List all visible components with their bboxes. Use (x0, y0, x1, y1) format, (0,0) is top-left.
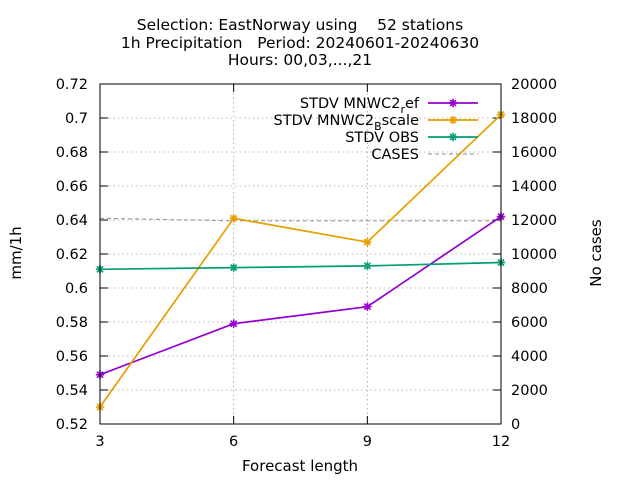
y-tick-label: 0.68 (56, 145, 88, 161)
y-tick-label: 0.64 (56, 213, 88, 229)
y2-tick-label: 8000 (511, 281, 548, 297)
y2-tick-label: 6000 (511, 315, 548, 331)
y2-tick-label: 14000 (511, 179, 557, 195)
legend-item: STDV MNWC2Bscale (274, 113, 478, 133)
x-tick-label: 9 (363, 434, 372, 450)
x-axis-label: Forecast length (242, 457, 358, 475)
y-tick-label: 0.58 (56, 315, 88, 331)
x-tick-label: 12 (492, 434, 510, 450)
y2-tick-label: 10000 (511, 247, 557, 263)
y2-tick-label: 2000 (511, 383, 548, 399)
series-line (99, 215, 502, 376)
series-0 (95, 212, 506, 379)
y-tick-label: 0.72 (56, 77, 88, 93)
y-tick-label: 0.52 (56, 417, 88, 433)
title-line-2: 1h Precipitation Period: 20240601-202406… (121, 34, 479, 52)
legend-item: CASES (371, 147, 478, 163)
legend-item: STDV MNWC2ref (300, 96, 478, 116)
series-line (99, 217, 501, 222)
y2-tick-label: 16000 (511, 145, 557, 161)
data-point (229, 263, 238, 272)
y-tick-label: 0.66 (56, 179, 88, 195)
data-point (363, 237, 372, 247)
axis-ticks: 0.52 0.54 0.56 0.58 0.6 0.62 0.64 0.66 0.68 0.7 0.… (56, 77, 557, 450)
series-1 (95, 110, 506, 412)
series-line (99, 261, 502, 271)
legend-label: CASES (371, 147, 419, 163)
y-axis-label: mm/1h (7, 226, 25, 279)
title-line-1: Selection: EastNorway using 52 stations (137, 16, 463, 34)
data-point (363, 261, 372, 271)
data-point (448, 132, 458, 142)
x-tick-label: 6 (229, 434, 238, 450)
y-tick-label: 0.62 (56, 247, 88, 263)
grid (100, 84, 501, 424)
y2-tick-label: 0 (511, 417, 520, 433)
series-line (99, 113, 502, 408)
title-line-3: Hours: 00,03,...,21 (228, 51, 372, 69)
chart-title: Selection: EastNorway using 52 stations … (121, 16, 479, 69)
y-tick-label: 0.7 (65, 111, 88, 127)
data-point (448, 98, 458, 108)
y2-tick-label: 12000 (511, 213, 557, 229)
data-point (229, 319, 238, 328)
y-tick-label: 0.6 (65, 281, 88, 297)
series-3 (99, 217, 501, 222)
x-tick-label: 3 (95, 434, 104, 450)
y-tick-label: 0.54 (56, 383, 88, 399)
data-point (448, 115, 458, 125)
data-point (229, 214, 238, 223)
y2-tick-label: 4000 (511, 349, 548, 365)
legend-label: STDV OBS (345, 130, 419, 146)
legend-label: STDV MNWC2Bscale (274, 113, 420, 133)
data-point (363, 302, 372, 311)
series-2 (95, 258, 506, 274)
y2-tick-label: 18000 (511, 111, 557, 127)
legend-label: STDV MNWC2ref (300, 96, 420, 116)
legend-item: STDV OBS (345, 130, 478, 146)
series-lines (95, 110, 506, 412)
y2-tick-label: 20000 (511, 77, 557, 93)
y2-axis-label: No cases (587, 219, 605, 287)
y-tick-label: 0.56 (56, 349, 88, 365)
plot-frame (99, 83, 502, 425)
